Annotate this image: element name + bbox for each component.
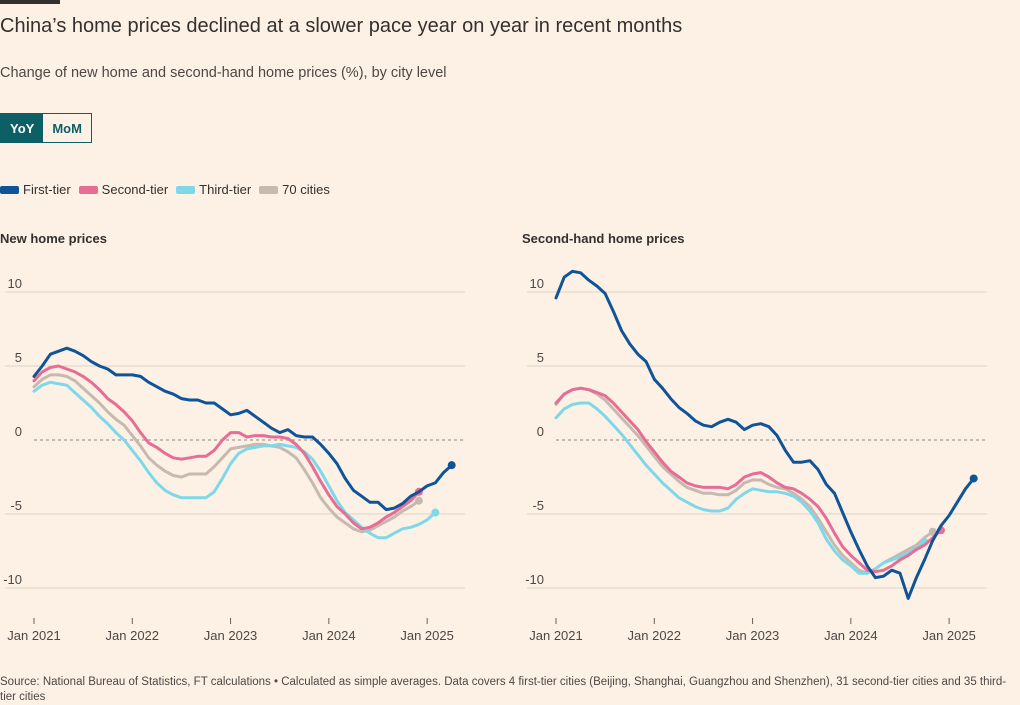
x-tick-label: Jan 2021	[7, 628, 61, 643]
source-note: Source: National Bureau of Statistics, F…	[0, 676, 1007, 703]
x-tick-label: Jan 2023	[726, 628, 780, 643]
series-line-70-cities	[32, 373, 421, 534]
legend-item-second-tier: Second-tier	[78, 182, 169, 197]
mom-toggle-button[interactable]: MoM	[43, 114, 91, 142]
legend-item-third-tier: Third-tier	[176, 182, 251, 197]
legend-item-70-cities: 70 cities	[259, 182, 330, 197]
series-end-point	[928, 527, 937, 536]
legend-swatch	[78, 185, 98, 194]
series-end-point	[414, 496, 423, 505]
view-toggle: YoY MoM	[0, 113, 92, 143]
x-tick-label: Jan 2024	[824, 628, 878, 643]
x-tick-label: Jan 2021	[529, 628, 583, 643]
legend-item-first-tier: First-tier	[0, 182, 71, 197]
x-tick-label: Jan 2024	[302, 628, 356, 643]
series-end-point	[447, 461, 456, 470]
y-tick-label: 10	[530, 276, 544, 291]
x-tick-label: Jan 2022	[106, 628, 160, 643]
y-tick-label: 5	[15, 350, 22, 365]
series-line-second-tier	[554, 386, 943, 574]
y-tick-label: 0	[537, 424, 544, 439]
top-accent-bar	[0, 0, 60, 4]
x-tick-label: Jan 2025	[400, 628, 454, 643]
new-home-panel-title: New home prices	[0, 231, 107, 246]
series-line-70-cities	[554, 386, 935, 575]
x-tick-label: Jan 2025	[922, 628, 976, 643]
yoy-toggle-button[interactable]: YoY	[1, 114, 44, 142]
y-tick-label: -10	[525, 572, 544, 587]
legend-label: First-tier	[23, 182, 71, 197]
series-line-first-tier	[32, 346, 454, 512]
chart-title: China’s home prices declined at a slower…	[0, 15, 683, 37]
series-line-first-tier	[554, 269, 976, 600]
legend-swatch	[176, 185, 196, 194]
x-tick-label: Jan 2023	[204, 628, 258, 643]
legend-label: 70 cities	[282, 182, 330, 197]
y-tick-label: 5	[537, 350, 544, 365]
y-tick-label: -10	[3, 572, 22, 587]
chart-subtitle: Change of new home and second-hand home …	[0, 65, 447, 81]
second-hand-panel-title: Second-hand home prices	[522, 231, 685, 246]
series-end-point	[431, 508, 440, 517]
y-tick-label: 10	[8, 276, 22, 291]
series-end-point	[969, 474, 978, 483]
legend-swatch	[259, 185, 279, 194]
x-tick-label: Jan 2022	[628, 628, 682, 643]
series-line-third-tier	[32, 380, 437, 540]
legend-label: Third-tier	[199, 182, 252, 197]
y-tick-label: -5	[532, 498, 544, 513]
series-line-second-tier	[32, 364, 421, 531]
legend: First-tier Second-tier Third-tier 70 cit…	[0, 182, 330, 197]
y-tick-label: 0	[15, 424, 22, 439]
series-line-third-tier	[554, 401, 926, 575]
y-tick-label: -5	[10, 498, 22, 513]
legend-swatch	[0, 185, 19, 194]
legend-label: Second-tier	[101, 182, 169, 197]
